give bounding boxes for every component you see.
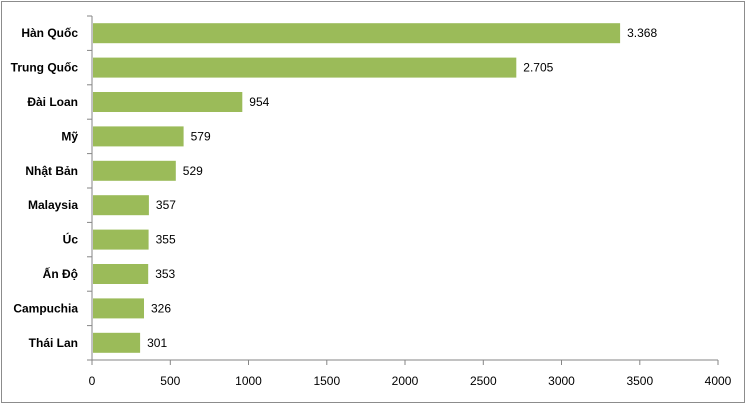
category-label: Hàn Quốc [21,26,78,40]
data-label: 326 [151,301,171,315]
x-tick-label: 1500 [313,374,340,388]
bar [93,195,149,216]
category-label: Nhật Bản [25,164,78,178]
bar [93,23,621,44]
data-label: 357 [156,198,176,212]
bar [93,332,141,353]
x-tick-label: 2000 [392,374,419,388]
x-tick-label: 2500 [470,374,497,388]
data-label: 579 [191,129,211,143]
data-label: 954 [249,95,269,109]
data-label: 301 [147,336,167,350]
category-label: Malaysia [28,198,78,212]
x-tick-label: 1000 [235,374,262,388]
category-label: Úc [63,232,79,247]
category-label: Trung Quốc [11,61,79,75]
x-tick-label: 4000 [705,374,732,388]
category-label: Đài Loan [27,95,78,109]
bar [93,298,144,319]
category-label: Ấn Độ [43,266,78,281]
x-tick-label: 0 [89,374,96,388]
bar [93,160,176,181]
data-label: 353 [155,267,175,281]
data-label: 3.368 [627,26,657,40]
x-tick-label: 3500 [626,374,653,388]
category-label: Mỹ [61,129,78,143]
data-label: 529 [183,164,203,178]
data-label: 2.705 [523,61,553,75]
data-label: 355 [156,233,176,247]
x-tick-label: 3000 [548,374,575,388]
bar [93,264,149,284]
category-label: Campuchia [13,301,78,315]
bar [93,92,243,112]
bar [93,229,149,250]
bar [93,126,184,147]
bar [93,57,517,78]
x-tick-label: 500 [160,374,180,388]
category-label: Thái Lan [29,336,78,350]
